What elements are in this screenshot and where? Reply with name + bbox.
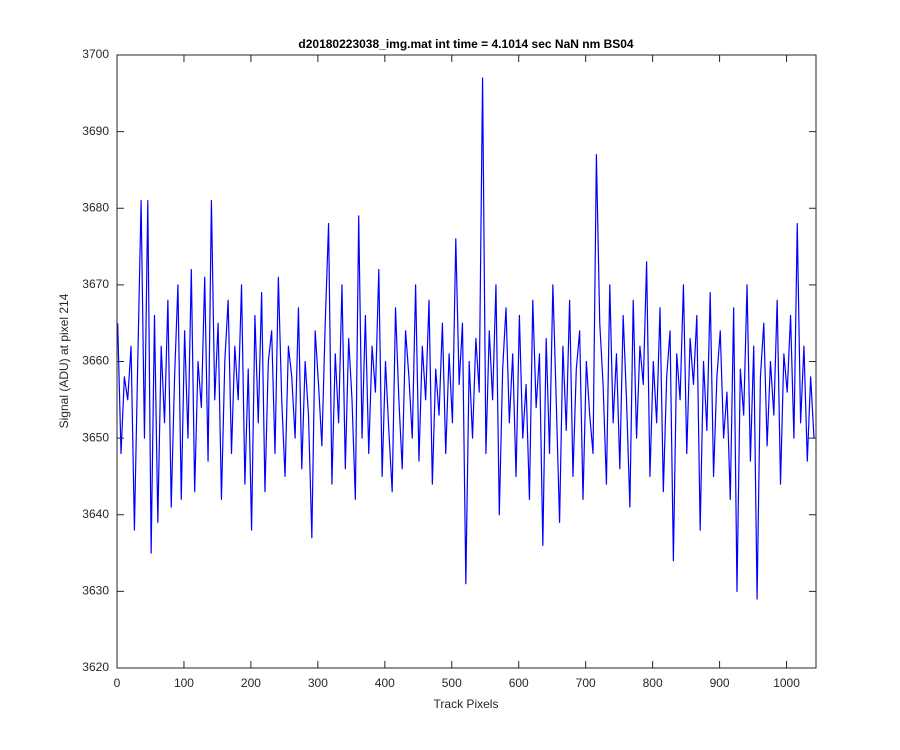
x-tick-label: 0 [114, 676, 121, 690]
x-tick-label: 400 [375, 676, 395, 690]
y-tick-label: 3680 [82, 200, 109, 214]
x-tick-label: 1000 [773, 676, 800, 690]
y-tick-label: 3700 [82, 47, 109, 61]
y-tick-label: 3690 [82, 124, 109, 138]
x-tick-label: 600 [509, 676, 529, 690]
y-tick-label: 3670 [82, 277, 109, 291]
x-tick-label: 300 [308, 676, 328, 690]
x-tick-label: 900 [710, 676, 730, 690]
x-tick-label: 800 [643, 676, 663, 690]
y-tick-label: 3650 [82, 430, 109, 444]
x-axis-label: Track Pixels [434, 697, 499, 711]
y-tick-label: 3660 [82, 354, 109, 368]
data-line [117, 77, 815, 600]
x-tick-label: 500 [442, 676, 462, 690]
y-tick-label: 3620 [82, 660, 109, 674]
x-tick-label: 700 [576, 676, 596, 690]
x-tick-label: 200 [241, 676, 261, 690]
y-tick-label: 3630 [82, 584, 109, 598]
y-tick-label: 3640 [82, 507, 109, 521]
chart-title: d20180223038_img.mat int time = 4.1014 s… [298, 37, 634, 51]
y-axis-label: Signal (ADU) at pixel 214 [57, 293, 71, 428]
x-tick-label: 100 [174, 676, 194, 690]
